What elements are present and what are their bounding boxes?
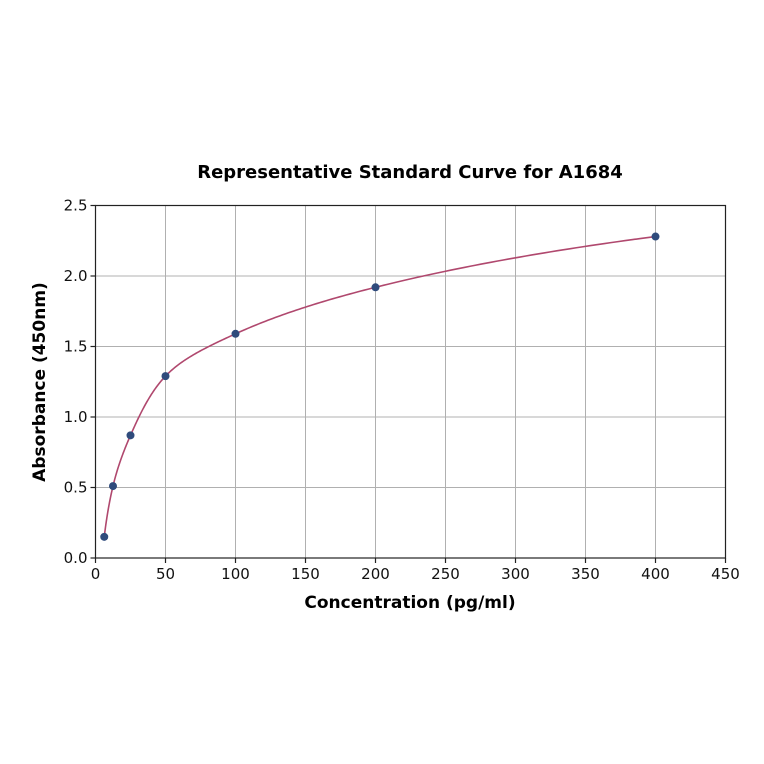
fitted-curve [103, 235, 656, 537]
x-tick-label: 300 [501, 565, 530, 583]
x-tick-label: 200 [361, 565, 390, 583]
grid-lines [95, 205, 726, 559]
x-tick-label: 250 [431, 565, 460, 583]
x-tick-label: 150 [291, 565, 320, 583]
data-point [651, 232, 660, 241]
y-axis-label: Absorbance (450nm) [30, 282, 50, 482]
x-tick-label: 450 [711, 565, 740, 583]
data-point [109, 482, 117, 491]
y-tick-label: 1.5 [64, 338, 88, 356]
x-tick-label: 400 [641, 565, 670, 583]
y-tick-label: 2.0 [64, 267, 88, 285]
x-axis-ticks: 0 50 100 150 200 250 300 350 400 450 [91, 558, 740, 583]
data-points [100, 232, 660, 541]
x-tick-label: 350 [571, 565, 600, 583]
y-tick-label: 1.0 [64, 408, 88, 426]
plot-frame [94, 204, 727, 559]
data-point [100, 532, 109, 541]
data-point [231, 329, 240, 338]
y-tick-label: 2.5 [64, 197, 88, 215]
x-tick-label: 100 [221, 565, 250, 583]
y-axis-ticks: 0.0 0.5 1.0 1.5 2.0 2.5 [64, 197, 96, 567]
chart-title: Representative Standard Curve for A1684 [197, 162, 623, 183]
data-point [161, 372, 170, 381]
y-tick-label: 0.5 [64, 479, 88, 497]
y-tick-label: 0.0 [64, 549, 88, 567]
x-tick-label: 50 [156, 565, 175, 583]
x-tick-label: 0 [91, 565, 101, 583]
data-point [126, 431, 135, 440]
data-point [371, 283, 380, 292]
x-axis-label: Concentration (pg/ml) [304, 593, 515, 613]
